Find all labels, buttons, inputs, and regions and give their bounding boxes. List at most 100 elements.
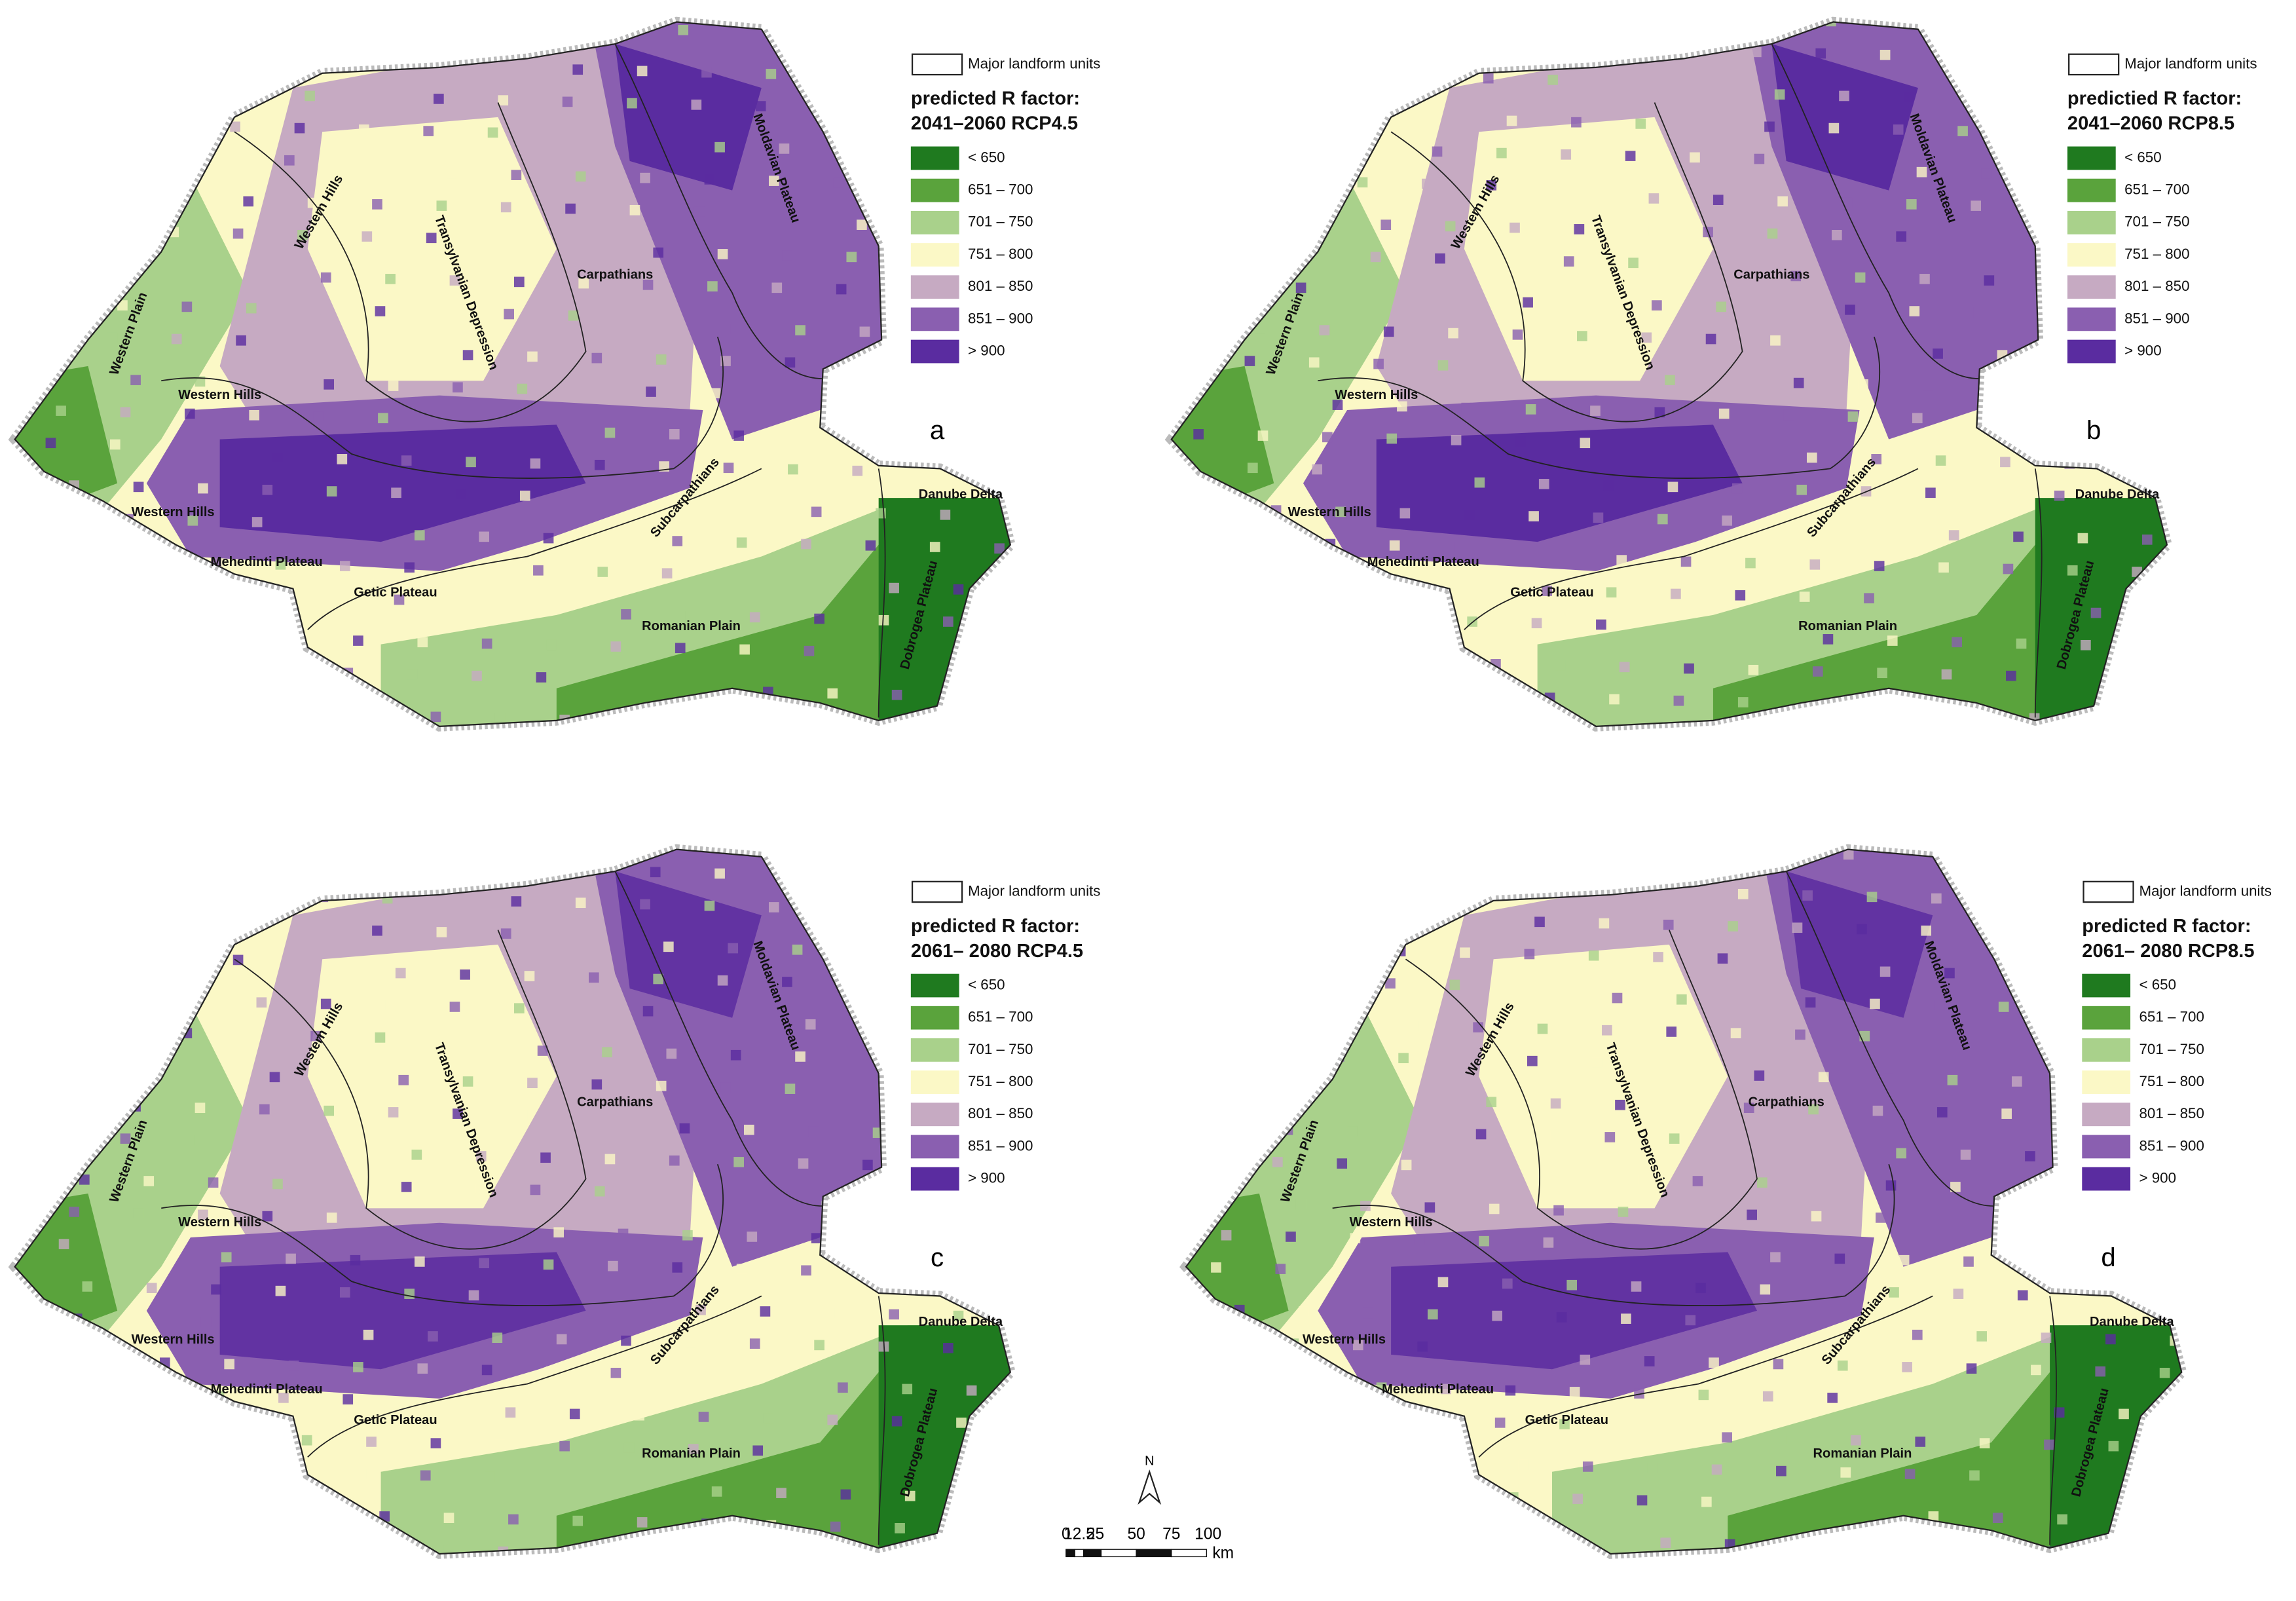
raster-pixel	[439, 307, 450, 318]
raster-pixel	[1676, 994, 1687, 1005]
raster-pixel	[1604, 1132, 1616, 1142]
raster-pixel	[953, 584, 964, 595]
raster-pixel	[1805, 997, 1816, 1008]
region-label: Danube Delta	[919, 1315, 1003, 1329]
raster-pixel	[378, 413, 388, 424]
raster-pixel	[1762, 1391, 1773, 1402]
raster-pixel	[1741, 996, 1752, 1006]
legend-label: > 900	[968, 342, 1005, 358]
raster-pixel	[414, 530, 425, 540]
raster-pixel	[707, 281, 718, 292]
raster-pixel	[743, 1124, 754, 1135]
raster-pixel	[472, 670, 482, 681]
region-label: Danube Delta	[919, 487, 1003, 502]
raster-pixel	[711, 1486, 722, 1497]
raster-pixel	[143, 1176, 155, 1186]
raster-pixel	[1909, 306, 1920, 316]
raster-pixel	[117, 300, 128, 311]
raster-pixel	[527, 351, 538, 362]
legend-title: 2061– 2080 RCP4.5	[911, 941, 1083, 962]
raster-zone	[483, 1266, 908, 1472]
raster-pixel	[1887, 635, 1898, 646]
raster-pixel	[1625, 151, 1636, 161]
raster-pixel	[1486, 1097, 1497, 1108]
raster-pixel	[1397, 401, 1407, 412]
raster-pixel	[385, 274, 396, 284]
raster-pixel	[1385, 978, 1396, 989]
raster-pixel	[2003, 563, 2014, 574]
raster-pixel	[589, 972, 599, 983]
raster-pixel	[776, 1488, 787, 1498]
raster-pixel	[798, 1158, 809, 1169]
raster-pixel	[1944, 968, 1955, 979]
raster-pixel	[1981, 168, 1991, 179]
raster-pixel	[468, 1290, 479, 1301]
legend-label: 751 – 800	[2139, 1073, 2204, 1089]
raster-pixel	[1679, 1101, 1690, 1112]
raster-pixel	[717, 249, 728, 259]
raster-pixel	[1547, 75, 1558, 85]
raster-pixel	[733, 1157, 744, 1167]
raster-pixel	[569, 1408, 580, 1420]
raster-pixel	[1470, 915, 1481, 926]
legend-label: < 650	[2124, 149, 2162, 165]
raster-pixel	[1966, 1363, 1977, 1374]
raster-pixel	[698, 1412, 709, 1422]
raster-pixel	[353, 635, 363, 646]
legend-swatch	[910, 178, 959, 202]
raster-pixel	[565, 203, 576, 214]
raster-pixel	[1255, 324, 1265, 334]
raster-pixel	[1928, 1511, 1939, 1522]
raster-pixel	[428, 1331, 438, 1342]
raster-pixel	[1448, 328, 1458, 339]
raster-pixel	[1826, 22, 1836, 27]
scale-label: 50	[1127, 1525, 1145, 1543]
raster-pixel	[1512, 330, 1523, 340]
raster-pixel	[1969, 1470, 1980, 1481]
raster-pixel	[1717, 953, 1728, 964]
raster-pixel	[1462, 1054, 1473, 1065]
raster-pixel	[404, 562, 415, 573]
raster-pixel	[1684, 663, 1694, 674]
raster-pixel	[297, 229, 308, 240]
raster-pixel	[1855, 272, 1866, 283]
raster-pixel	[1799, 592, 1810, 602]
raster-pixel	[771, 282, 783, 293]
raster-pixel	[2119, 1408, 2129, 1420]
raster-pixel	[1616, 555, 1627, 565]
legend-swatch	[910, 307, 959, 331]
raster-pixel	[653, 973, 664, 985]
raster-pixel	[602, 1047, 612, 1058]
raster-pixel	[2011, 1076, 2022, 1087]
raster-pixel	[356, 1469, 367, 1479]
raster-pixel	[1527, 1055, 1538, 1066]
raster-pixel	[2105, 1334, 2116, 1345]
raster-pixel	[249, 409, 260, 421]
legend-label: > 900	[2124, 342, 2162, 358]
raster-pixel	[1815, 48, 1826, 59]
scale-label: 75	[1162, 1525, 1180, 1543]
raster-pixel	[514, 276, 525, 288]
landform-boundary	[161, 1163, 724, 1307]
raster-pixel	[221, 1252, 232, 1263]
raster-pixel	[1606, 587, 1617, 598]
raster-pixel	[1619, 662, 1630, 673]
raster-pixel	[466, 457, 476, 468]
raster-pixel	[629, 204, 640, 216]
legend-label: 651 – 700	[968, 1009, 1033, 1025]
raster-pixel	[1588, 950, 1599, 961]
raster-pixel	[1441, 1384, 1451, 1395]
raster-pixel	[814, 1340, 824, 1351]
legend-label: 851 – 900	[968, 1137, 1033, 1154]
raster-pixel	[1618, 1207, 1629, 1217]
raster-pixel	[1934, 1000, 1945, 1011]
legend-label: 701 – 750	[968, 214, 1033, 230]
raster-pixel	[589, 246, 599, 257]
raster-pixel	[553, 1227, 565, 1238]
landform-boundary	[878, 1296, 886, 1545]
scale-label: 25	[1086, 1525, 1104, 1543]
raster-pixel	[1709, 1357, 1719, 1368]
raster-pixel	[739, 644, 750, 655]
